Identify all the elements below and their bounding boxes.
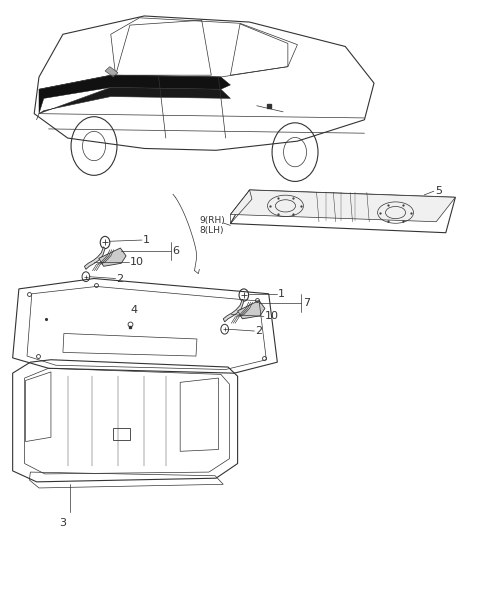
Polygon shape [99, 248, 126, 266]
Text: 6: 6 [172, 246, 179, 256]
Text: 10: 10 [130, 257, 144, 267]
Text: 1: 1 [278, 289, 285, 299]
Text: 8(LH): 8(LH) [199, 226, 224, 235]
Text: 4: 4 [131, 305, 138, 315]
Text: 7: 7 [303, 298, 310, 308]
Text: 3: 3 [60, 518, 66, 529]
Polygon shape [84, 247, 105, 269]
Text: 10: 10 [265, 312, 279, 321]
Text: 9(RH): 9(RH) [199, 216, 225, 225]
Polygon shape [230, 190, 456, 222]
Polygon shape [39, 75, 230, 114]
Text: 2: 2 [117, 274, 124, 283]
Polygon shape [39, 88, 230, 114]
Polygon shape [238, 300, 265, 319]
Polygon shape [223, 299, 244, 322]
Text: 1: 1 [143, 235, 150, 245]
Text: 5: 5 [435, 186, 442, 196]
Text: 2: 2 [255, 326, 263, 336]
Polygon shape [105, 67, 118, 77]
